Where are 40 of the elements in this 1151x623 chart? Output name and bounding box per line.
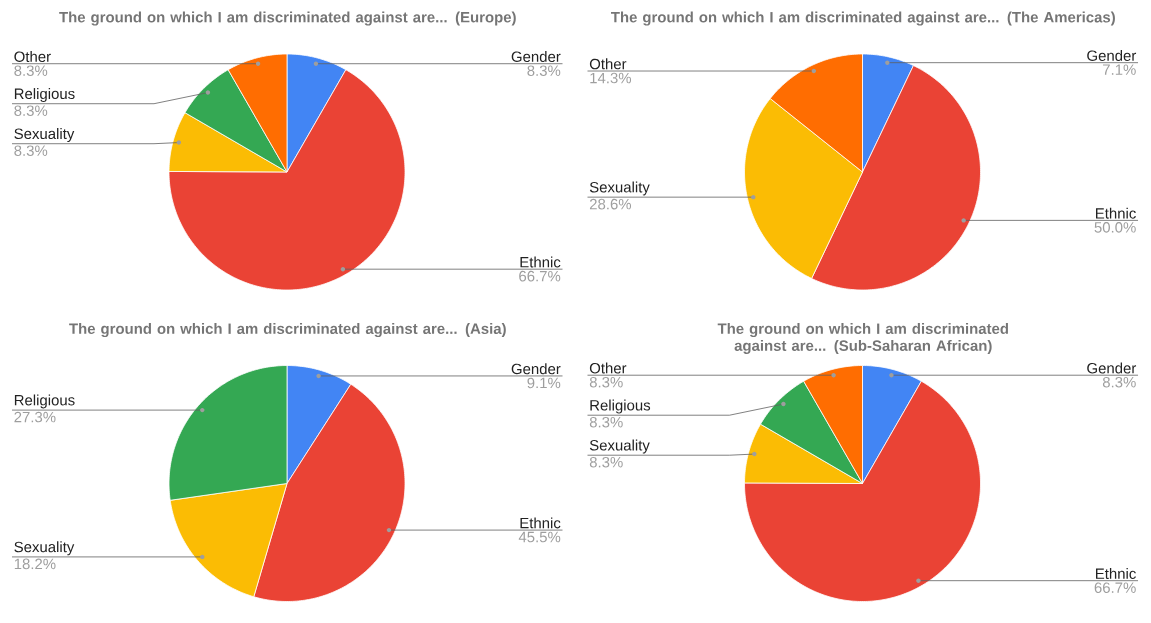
- slice-label: Religious: [14, 394, 75, 409]
- data-label: 7.1%: [1103, 64, 1136, 75]
- slice-label: Sexuality: [589, 181, 650, 196]
- slice-label: Other: [589, 58, 627, 70]
- slice-label: Sexuality: [14, 541, 75, 556]
- data-label: 8.3%: [589, 416, 623, 428]
- slice-label: Ethnic: [1096, 568, 1136, 579]
- data-label: 8.3%: [14, 105, 48, 116]
- slice-label: Ethnic: [1096, 207, 1136, 219]
- slice-label: Other: [589, 362, 627, 374]
- slice-label: Gender: [511, 363, 561, 375]
- slice-label: Sexuality: [589, 439, 650, 454]
- data-label: 50.0%: [1094, 222, 1136, 233]
- data-label: 8.3%: [1102, 376, 1136, 388]
- slice-label: Gender: [511, 51, 561, 62]
- slice-label: Ethnic: [520, 517, 561, 529]
- slice-label: Religious: [590, 399, 651, 414]
- chart-title: The ground on which I am discriminated against are... (Asia): [69, 323, 506, 338]
- chart-title: The ground on which I am discriminated against are... (The Americas): [611, 11, 1115, 26]
- slice-label: Gender: [1087, 362, 1137, 374]
- data-label: 66.7%: [1094, 582, 1136, 593]
- slice-label: Gender: [1087, 50, 1137, 61]
- data-label: 8.3%: [589, 456, 623, 468]
- data-label: 45.5%: [518, 531, 561, 543]
- data-label: 27.3%: [14, 411, 56, 423]
- slice-label: Sexuality: [14, 128, 75, 142]
- slice-label: Ethnic: [520, 256, 561, 268]
- data-label: 14.3%: [590, 72, 632, 84]
- slice-label: Other: [14, 51, 51, 62]
- data-label: 66.7%: [519, 270, 561, 282]
- data-label: 8.3%: [527, 65, 561, 76]
- slice-label: Religious: [14, 88, 75, 102]
- data-label: 28.6%: [589, 198, 632, 210]
- data-label: 8.3%: [14, 65, 48, 76]
- chart-title: The ground on which I am discriminated against are... (Europe): [59, 11, 516, 26]
- data-label: 9.1%: [527, 377, 561, 389]
- data-label: 18.2%: [14, 558, 56, 570]
- data-label: 8.3%: [14, 145, 48, 156]
- data-label: 8.3%: [589, 376, 623, 388]
- chart-title: The ground on which I am discriminated against are... (Sub-Saharan African): [717, 323, 1008, 354]
